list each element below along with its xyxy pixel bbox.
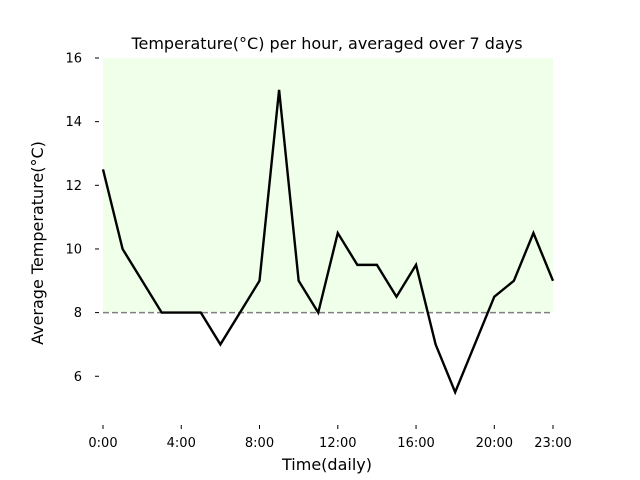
y-tick-label: 14 [65, 115, 82, 130]
y-axis: 6 8 10 12 14 16 [65, 52, 99, 385]
x-tick-label: 0:00 [88, 436, 117, 451]
x-tick-label: 23:00 [534, 436, 571, 451]
y-tick-label: 16 [65, 52, 82, 67]
x-tick-label: 4:00 [167, 436, 196, 451]
series-line [101, 89, 555, 396]
x-axis-label: Time(daily) [281, 455, 372, 474]
y-tick-label: 6 [74, 370, 82, 385]
x-tick-label: 12:00 [319, 436, 356, 451]
x-tick-label: 16:00 [397, 436, 434, 451]
x-axis: 0:00 4:00 8:00 12:00 16:00 20:00 23:00 [88, 425, 572, 451]
x-tick-label: 20:00 [476, 436, 513, 451]
x-tick-label: 8:00 [245, 436, 274, 451]
y-tick-label: 12 [65, 179, 82, 194]
y-tick-label: 8 [74, 306, 82, 321]
y-axis-label: Average Temperature(°C) [28, 141, 47, 345]
chart-title: Temperature(°C) per hour, averaged over … [130, 34, 522, 53]
y-tick-label: 10 [65, 242, 82, 257]
